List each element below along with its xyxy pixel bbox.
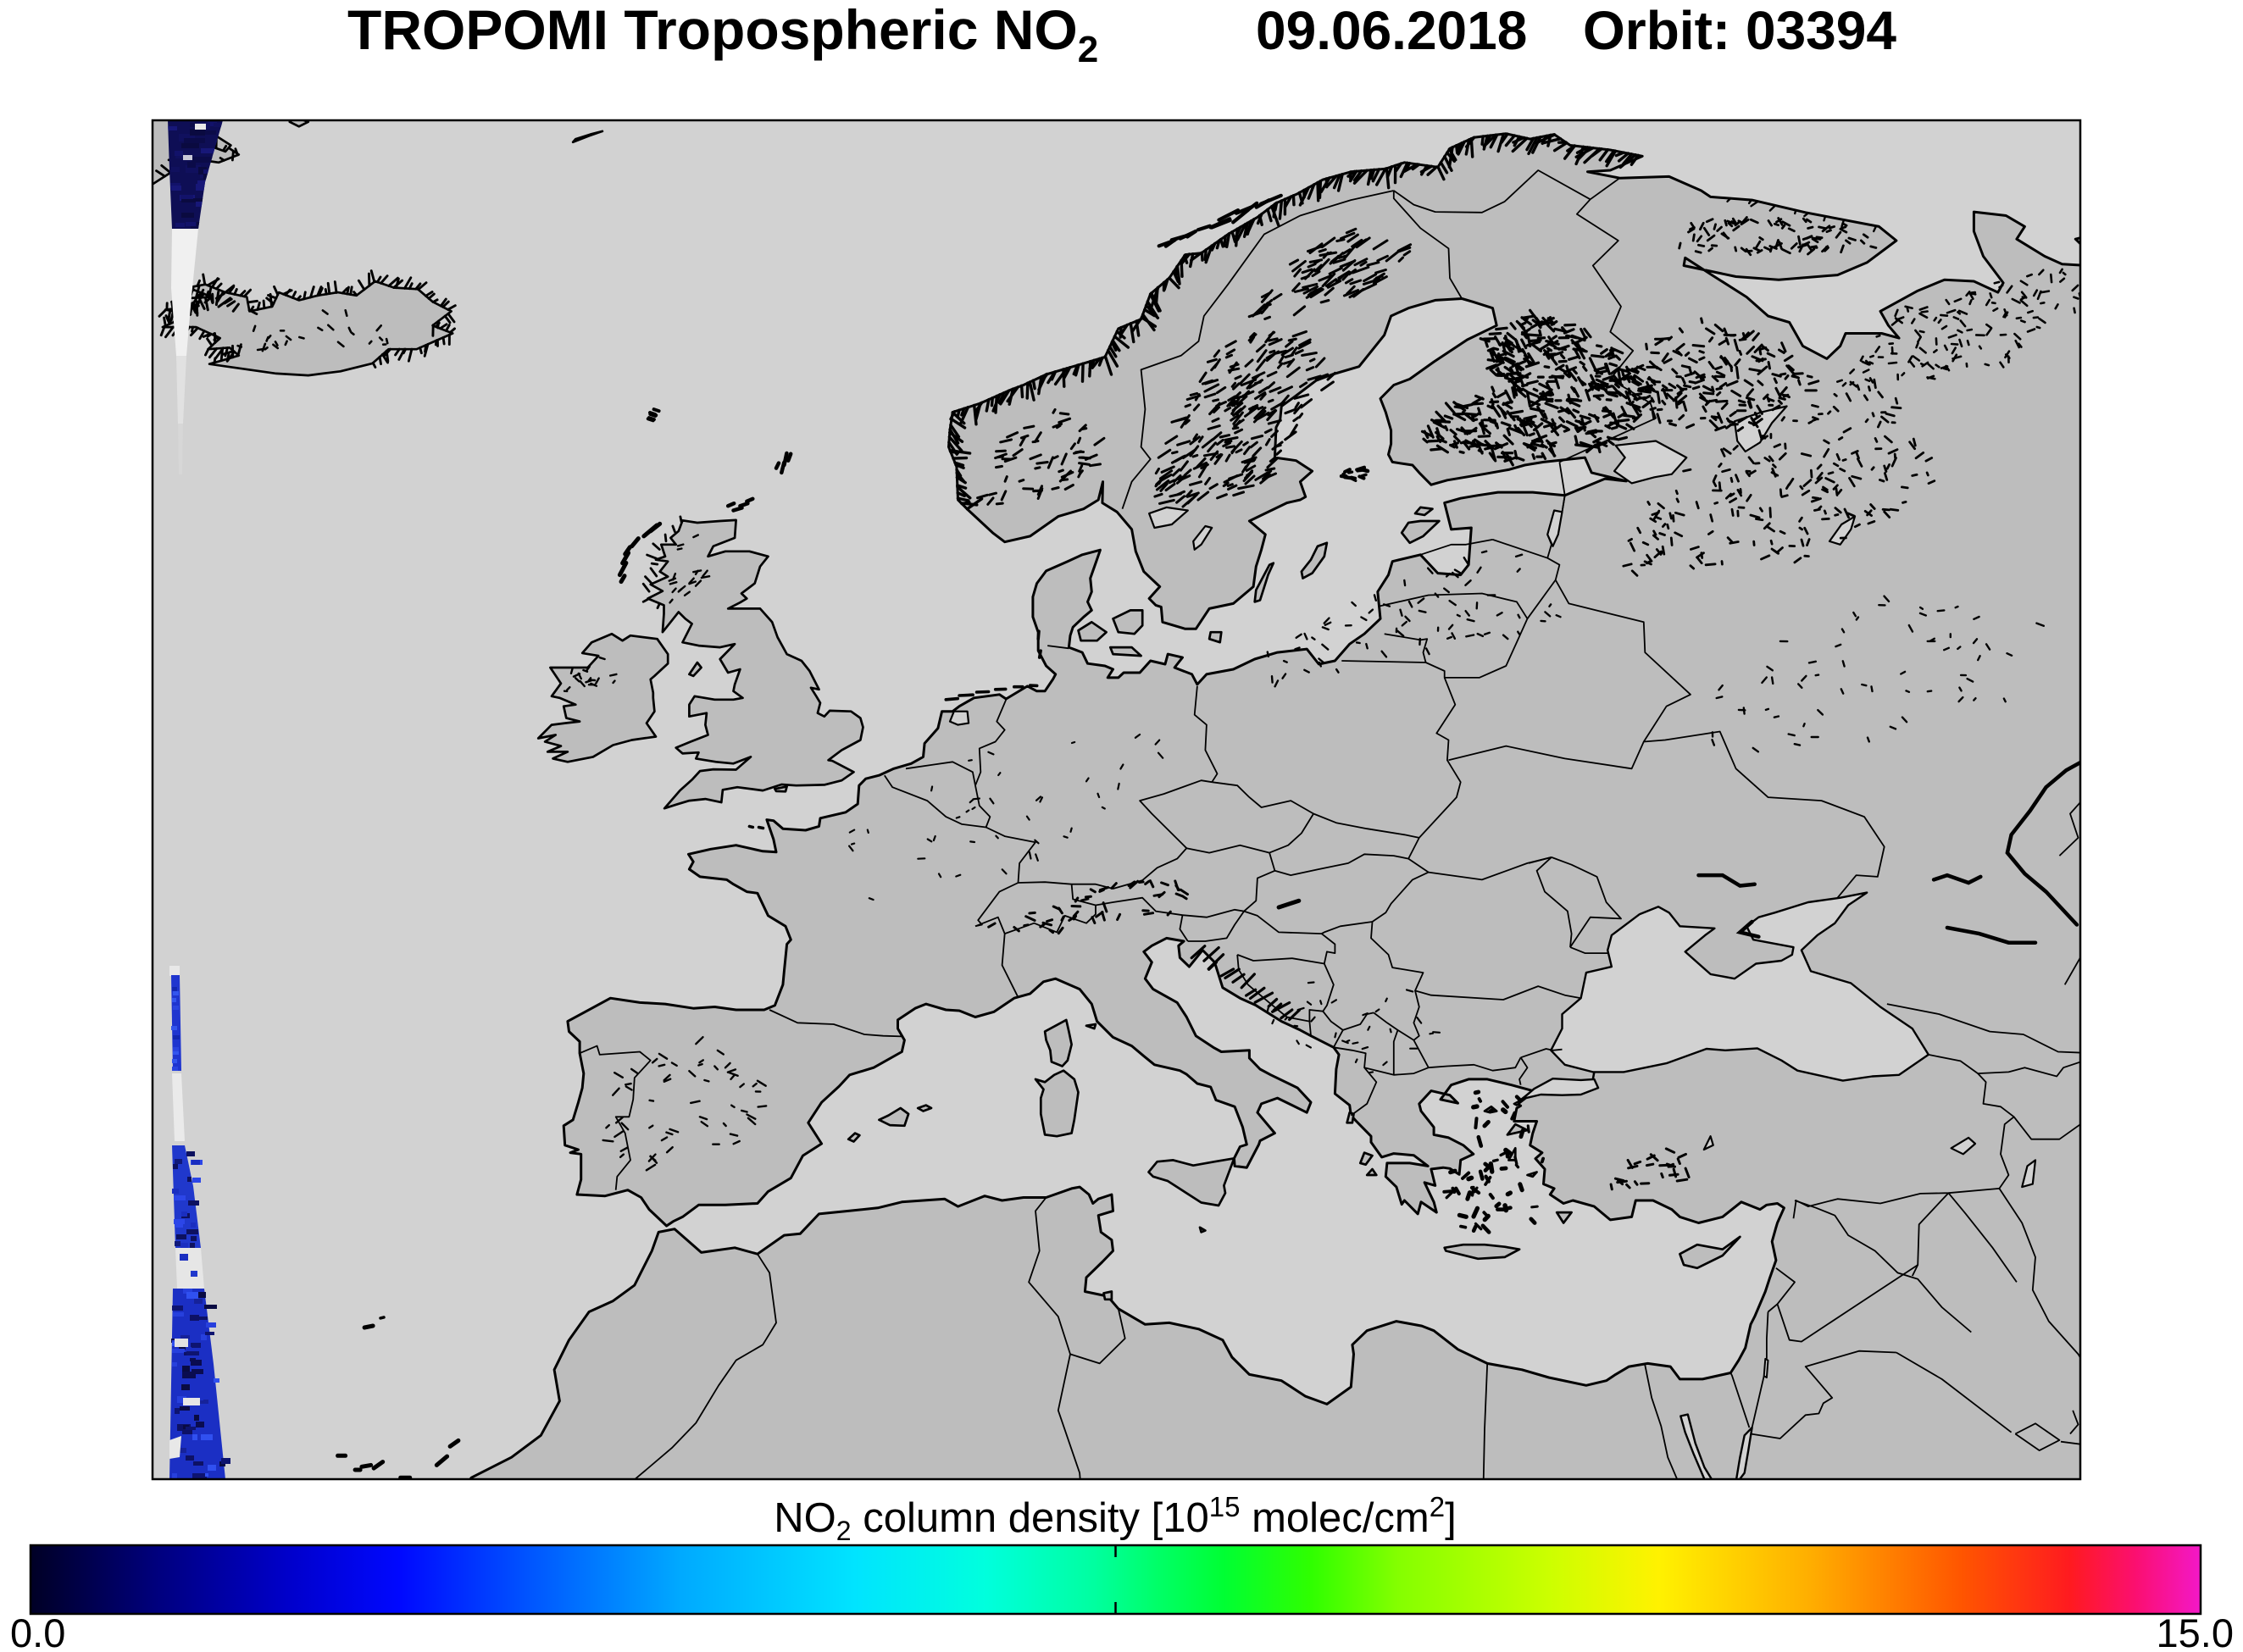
svg-text:Orbit: 03394: Orbit: 03394 xyxy=(1583,0,1896,61)
svg-text:TROPOMI Tropospheric NO2: TROPOMI Tropospheric NO2 xyxy=(347,0,1098,70)
svg-text:0.0: 0.0 xyxy=(10,1610,65,1652)
svg-text:15.0: 15.0 xyxy=(2157,1610,2234,1652)
svg-text:09.06.2018: 09.06.2018 xyxy=(1256,0,1527,61)
svg-text:NO2 column density [1015 molec: NO2 column density [1015 molec/cm2] xyxy=(774,1491,1456,1546)
